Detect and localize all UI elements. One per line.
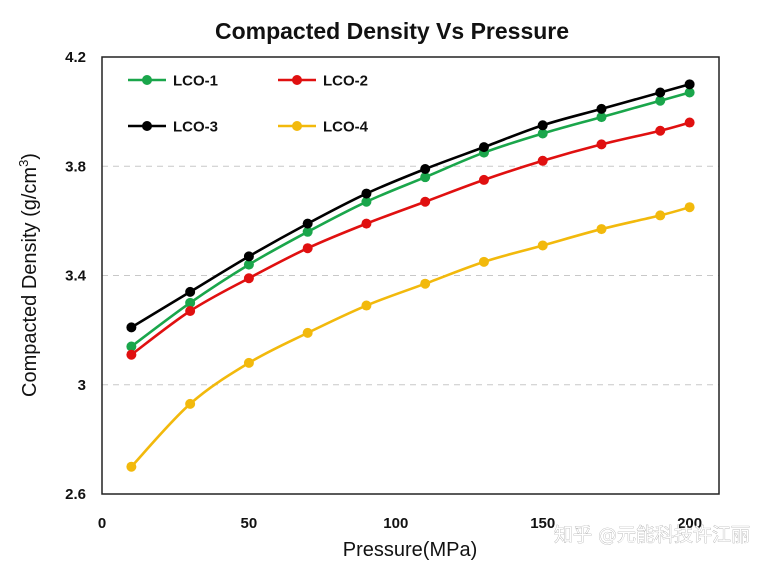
series-lco-1 bbox=[126, 87, 695, 352]
x-tick-label: 200 bbox=[677, 515, 702, 532]
data-point bbox=[684, 79, 695, 90]
x-axis-ticks: 0 50 100 150 200 bbox=[98, 515, 702, 532]
data-point bbox=[596, 224, 607, 235]
legend-label: LCO-2 bbox=[323, 73, 368, 90]
legend-label: LCO-1 bbox=[173, 73, 218, 90]
data-point bbox=[655, 125, 666, 136]
data-point bbox=[537, 128, 548, 139]
data-point bbox=[420, 196, 431, 207]
data-point bbox=[185, 286, 196, 297]
data-point bbox=[537, 240, 548, 251]
legend: LCO-1 LCO-2 LCO-3 LCO-4 bbox=[128, 73, 369, 136]
x-tick-label: 150 bbox=[530, 515, 555, 532]
y-tick-label: 4.2 bbox=[65, 49, 86, 66]
data-point bbox=[655, 87, 666, 98]
data-point bbox=[478, 142, 489, 153]
data-point bbox=[420, 163, 431, 174]
legend-swatch-marker bbox=[292, 75, 302, 85]
legend-label: LCO-3 bbox=[173, 119, 218, 136]
watermark: 知乎 @元能科技许江丽 bbox=[554, 524, 750, 546]
x-tick-label: 0 bbox=[98, 515, 106, 532]
chart-title: Compacted Density Vs Pressure bbox=[215, 18, 569, 44]
series-line bbox=[130, 205, 690, 468]
data-point bbox=[243, 357, 254, 368]
legend-item: LCO-2 bbox=[278, 73, 368, 90]
data-point bbox=[185, 398, 196, 409]
legend-swatch-marker bbox=[142, 75, 152, 85]
series-lco-3 bbox=[126, 79, 695, 333]
legend-label: LCO-4 bbox=[323, 119, 369, 136]
data-point bbox=[684, 117, 695, 128]
data-point bbox=[596, 112, 607, 123]
data-point bbox=[302, 226, 313, 237]
data-point bbox=[596, 103, 607, 114]
series-group bbox=[126, 79, 695, 472]
y-axis-ticks: 2.6 3 3.4 3.8 4.2 bbox=[65, 49, 87, 503]
y-tick-label: 2.6 bbox=[65, 486, 86, 503]
legend-item: LCO-3 bbox=[128, 119, 218, 136]
data-point bbox=[185, 297, 196, 308]
data-point bbox=[537, 155, 548, 166]
y-axis-label-main: Compacted Density (g/cm bbox=[19, 167, 41, 397]
grid-lines bbox=[102, 165, 719, 386]
data-point bbox=[655, 95, 666, 106]
data-point bbox=[361, 300, 372, 311]
y-axis-label: Compacted Density (g/cm3) bbox=[16, 153, 41, 397]
legend-swatch-marker bbox=[142, 121, 152, 131]
data-point bbox=[655, 210, 666, 221]
y-tick-label: 3 bbox=[78, 377, 86, 394]
y-tick-label: 3.8 bbox=[65, 158, 86, 175]
data-point bbox=[361, 188, 372, 199]
legend-item: LCO-1 bbox=[128, 73, 218, 90]
series-lco-4 bbox=[126, 202, 695, 472]
data-point bbox=[684, 202, 695, 213]
data-point bbox=[126, 461, 137, 472]
x-tick-label: 100 bbox=[383, 515, 408, 532]
y-tick-label: 3.4 bbox=[65, 268, 87, 285]
data-point bbox=[537, 120, 548, 131]
data-point bbox=[243, 273, 254, 284]
data-point bbox=[684, 87, 695, 98]
data-point bbox=[243, 259, 254, 270]
data-point bbox=[126, 349, 137, 360]
data-point bbox=[126, 322, 137, 333]
plot-frame bbox=[101, 56, 720, 495]
x-tick-label: 50 bbox=[241, 515, 258, 532]
data-point bbox=[361, 196, 372, 207]
series-line bbox=[130, 121, 690, 356]
data-point bbox=[302, 218, 313, 229]
legend-item: LCO-4 bbox=[278, 119, 369, 136]
data-point bbox=[243, 251, 254, 262]
data-point bbox=[478, 174, 489, 185]
series-line bbox=[130, 83, 690, 329]
data-point bbox=[361, 218, 372, 229]
y-axis-label-superscript: 3 bbox=[16, 160, 31, 167]
data-point bbox=[478, 256, 489, 267]
x-axis-label: Pressure(MPa) bbox=[343, 539, 477, 561]
data-point bbox=[185, 306, 196, 317]
data-point bbox=[302, 243, 313, 254]
data-point bbox=[126, 341, 137, 352]
data-point bbox=[420, 278, 431, 289]
data-point bbox=[596, 139, 607, 150]
y-axis-label-close: ) bbox=[19, 153, 41, 160]
series-lco-2 bbox=[126, 117, 695, 360]
data-point bbox=[302, 327, 313, 338]
data-point bbox=[420, 172, 431, 183]
legend-swatch-marker bbox=[292, 121, 302, 131]
series-line bbox=[130, 91, 690, 348]
